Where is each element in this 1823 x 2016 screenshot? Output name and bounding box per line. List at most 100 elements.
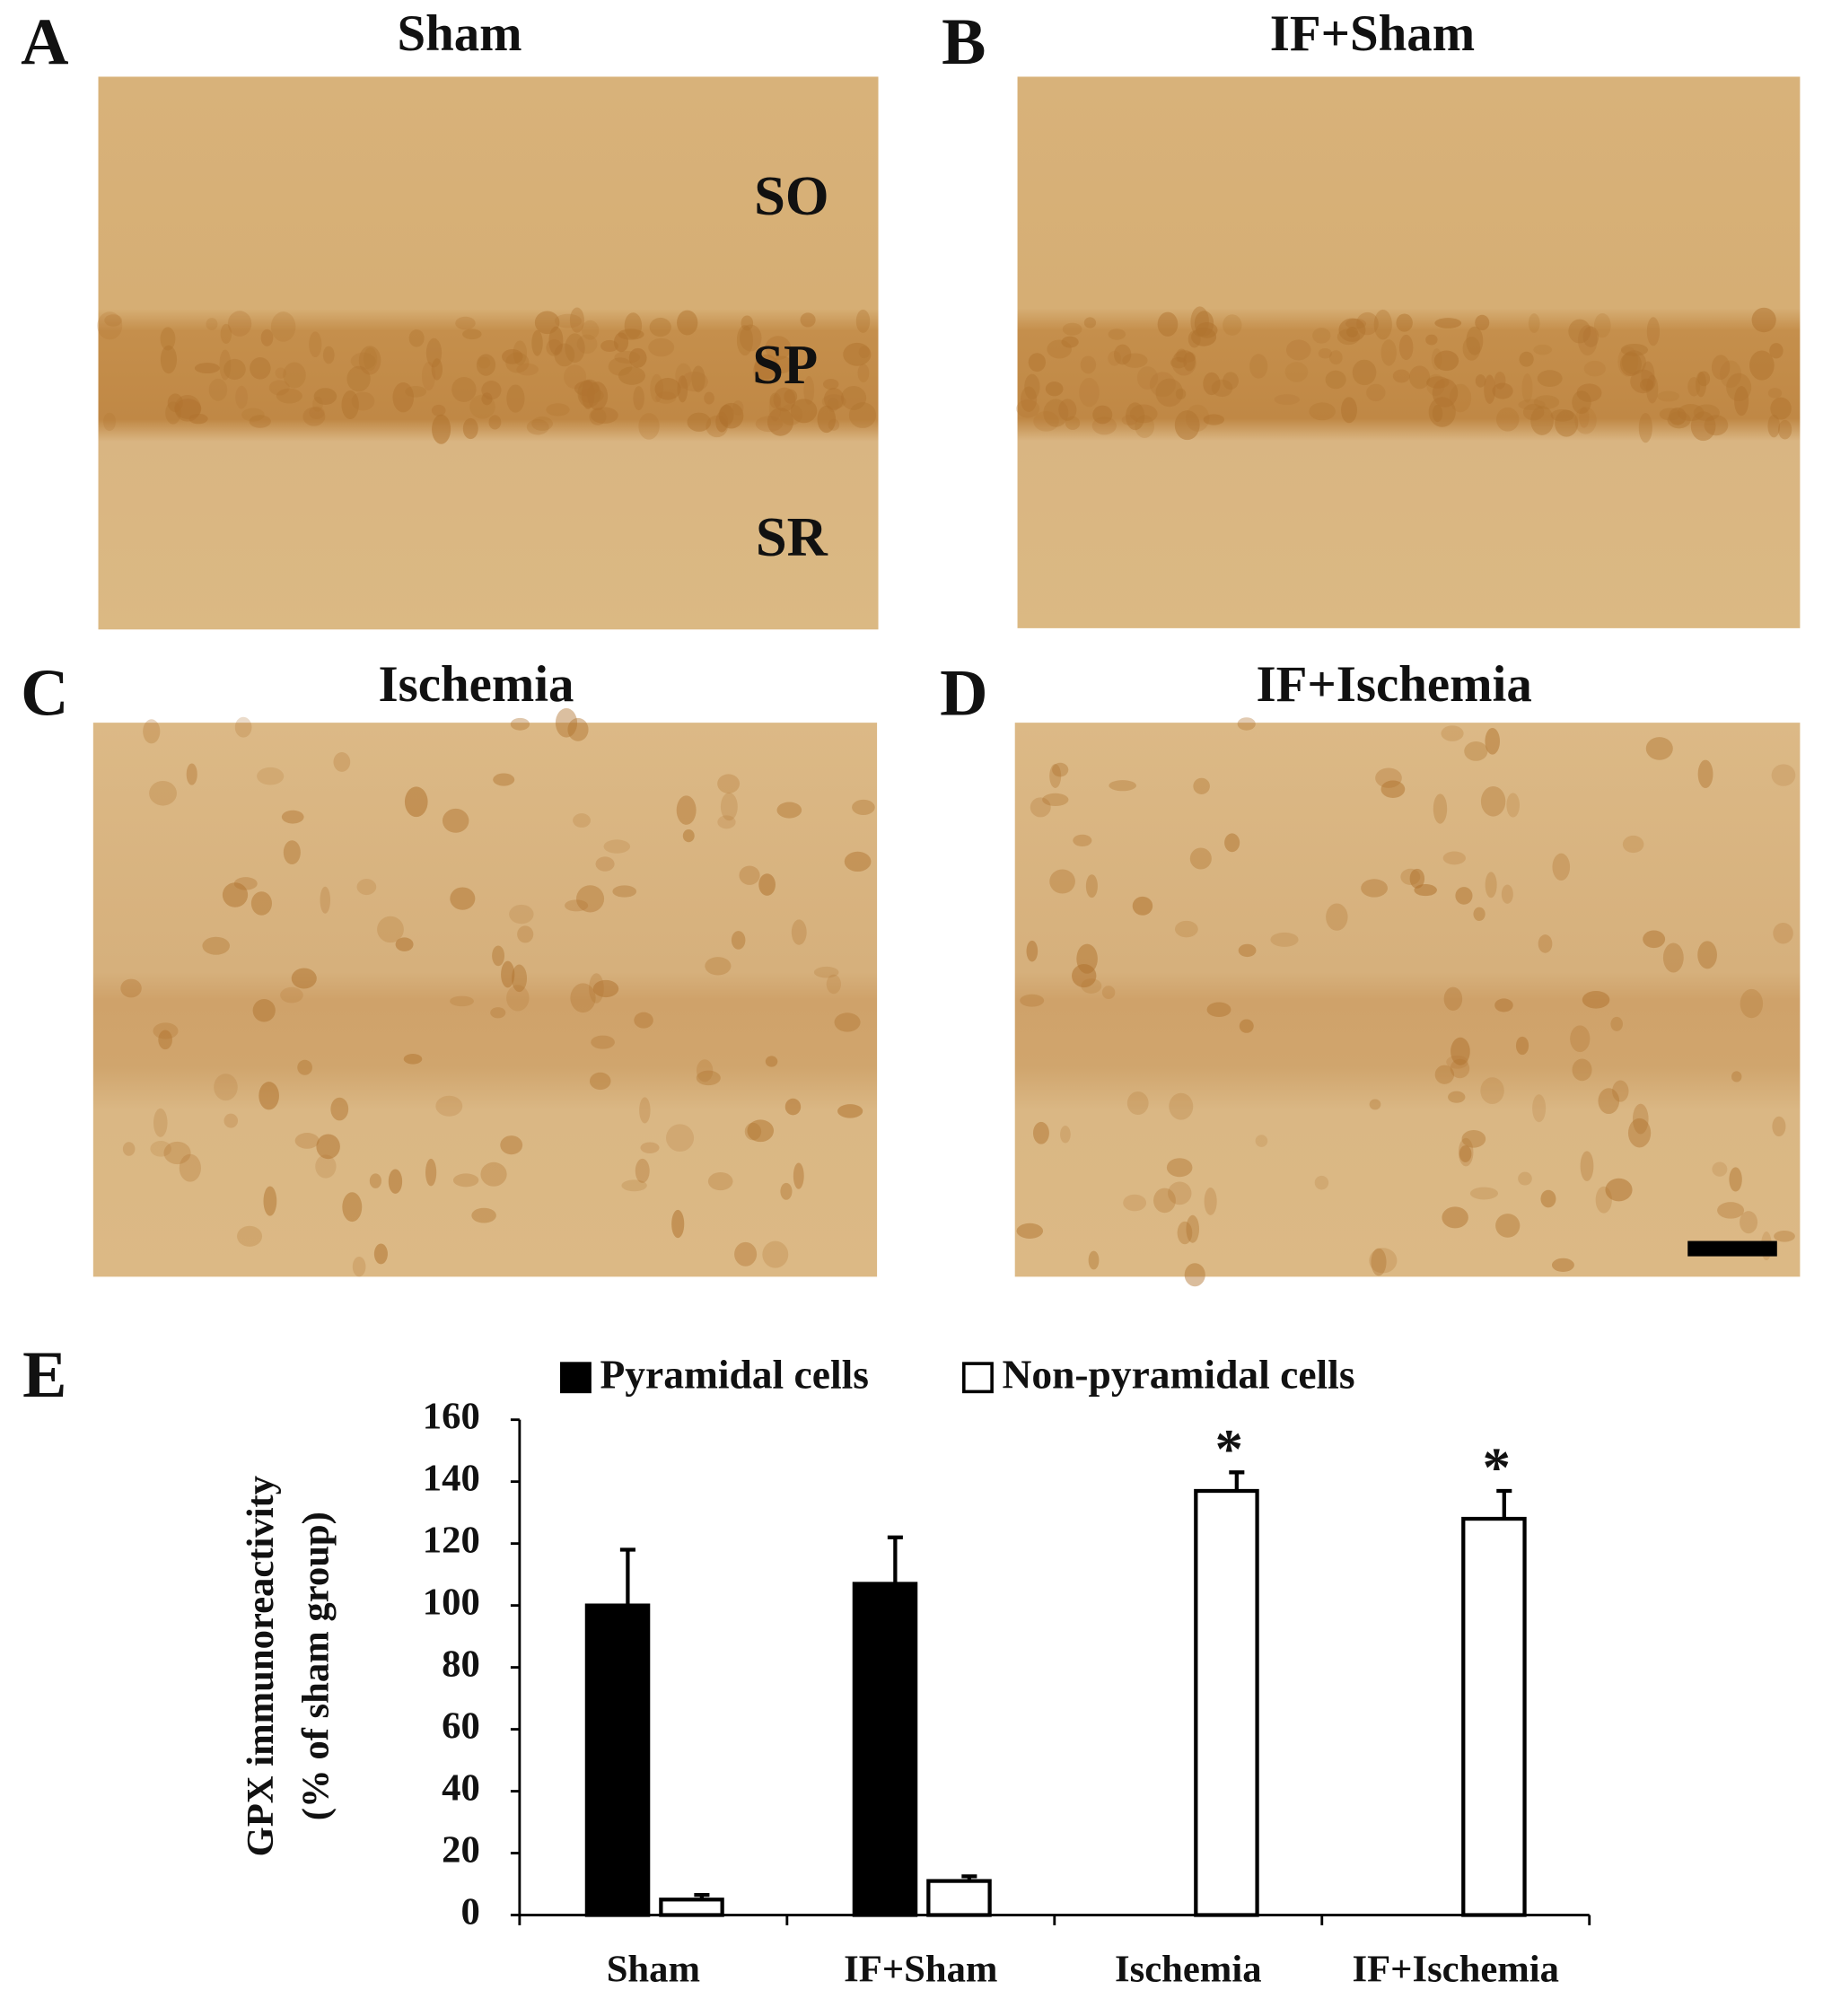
cell: [671, 1209, 685, 1239]
cell: [1204, 1188, 1217, 1215]
cell: [608, 357, 633, 376]
cell: [1619, 352, 1643, 377]
cell: [425, 337, 443, 368]
cell: [554, 313, 583, 329]
cell: [581, 320, 600, 340]
cell: [222, 882, 249, 907]
cell: [624, 312, 643, 339]
cell: [283, 840, 301, 865]
cell: [834, 1012, 861, 1032]
cell: [1326, 903, 1348, 931]
cell: [1519, 351, 1534, 367]
cell: [1045, 381, 1064, 397]
cell: [1076, 943, 1098, 974]
cell: [1396, 313, 1413, 332]
layer-label: SR: [756, 505, 828, 568]
legend-swatch: [560, 1362, 592, 1394]
cell: [639, 1097, 651, 1124]
cell: [1380, 339, 1397, 366]
cell: [1593, 312, 1611, 338]
cell: [1767, 414, 1781, 438]
cell: [666, 1124, 695, 1153]
cell: [1091, 416, 1117, 435]
cell: [1375, 767, 1402, 788]
cell: [294, 1133, 320, 1149]
cell: [696, 1070, 721, 1086]
cell: [1170, 356, 1188, 369]
cell: [1136, 366, 1159, 390]
cell: [1484, 374, 1496, 404]
cell: [857, 364, 870, 383]
y-tick-label: 120: [423, 1519, 480, 1561]
cell: [1153, 1188, 1176, 1214]
cell: [488, 415, 502, 430]
micrograph: [1014, 723, 1801, 1277]
cell: [1729, 1167, 1742, 1192]
significance-marker: *: [1215, 1417, 1243, 1480]
cell: [506, 384, 525, 413]
cell: [1135, 415, 1155, 438]
panel-title: IF+Sham: [1270, 5, 1475, 62]
cell: [403, 1054, 423, 1065]
cell: [827, 398, 839, 412]
x-tick-label: IF+Sham: [844, 1948, 997, 1990]
cell: [803, 375, 815, 405]
cell: [511, 964, 528, 993]
y-axis-title: (% of sham group): [294, 1512, 337, 1820]
cell: [1284, 362, 1309, 382]
cell: [762, 1240, 789, 1268]
legend-label: Non-pyramidal cells: [1002, 1352, 1354, 1398]
cell: [1122, 353, 1148, 368]
cell: [451, 376, 477, 402]
cell: [720, 793, 738, 821]
bar: [926, 1879, 992, 1917]
cell: [1772, 1116, 1786, 1137]
micrograph: [98, 76, 879, 630]
cell: [682, 829, 695, 843]
cell: [677, 375, 688, 403]
cell: [1610, 1016, 1623, 1031]
cell: [260, 329, 274, 346]
cell: [1392, 369, 1410, 383]
cell: [1434, 1065, 1455, 1084]
cell: [356, 879, 377, 896]
cell: [1696, 371, 1707, 398]
cell: [1687, 376, 1701, 397]
cell: [1369, 1248, 1398, 1274]
cell: [1627, 1118, 1652, 1148]
cell: [613, 332, 629, 353]
cell: [1132, 896, 1153, 916]
cell: [1346, 327, 1358, 337]
cell: [1371, 1248, 1387, 1276]
significance-marker: *: [1483, 1435, 1511, 1498]
cell: [214, 1074, 238, 1101]
cell: [1767, 388, 1783, 399]
cell: [570, 983, 596, 1013]
cell: [1751, 307, 1776, 333]
cell: [1461, 1129, 1486, 1148]
y-tick-label: 0: [460, 1890, 479, 1933]
x-tick-label: Ischemia: [1115, 1948, 1262, 1990]
panel-label: E: [22, 1337, 66, 1411]
cell: [103, 412, 117, 432]
cell: [1030, 797, 1051, 818]
cell: [717, 774, 741, 793]
cell: [1574, 407, 1597, 434]
cell: [603, 839, 631, 854]
cell: [174, 394, 201, 422]
cell: [784, 389, 798, 404]
cell: [431, 404, 446, 416]
cell: [648, 337, 675, 357]
cell: [1495, 1214, 1521, 1238]
cell: [650, 373, 663, 403]
cell: [502, 349, 523, 364]
cell: [1052, 762, 1069, 777]
cell: [1203, 414, 1225, 425]
cell: [773, 387, 796, 412]
cell: [628, 347, 647, 368]
cell: [654, 377, 681, 400]
cell: [452, 1173, 479, 1188]
panel-label: B: [942, 4, 986, 78]
cell: [153, 1022, 179, 1039]
cell: [677, 310, 698, 336]
